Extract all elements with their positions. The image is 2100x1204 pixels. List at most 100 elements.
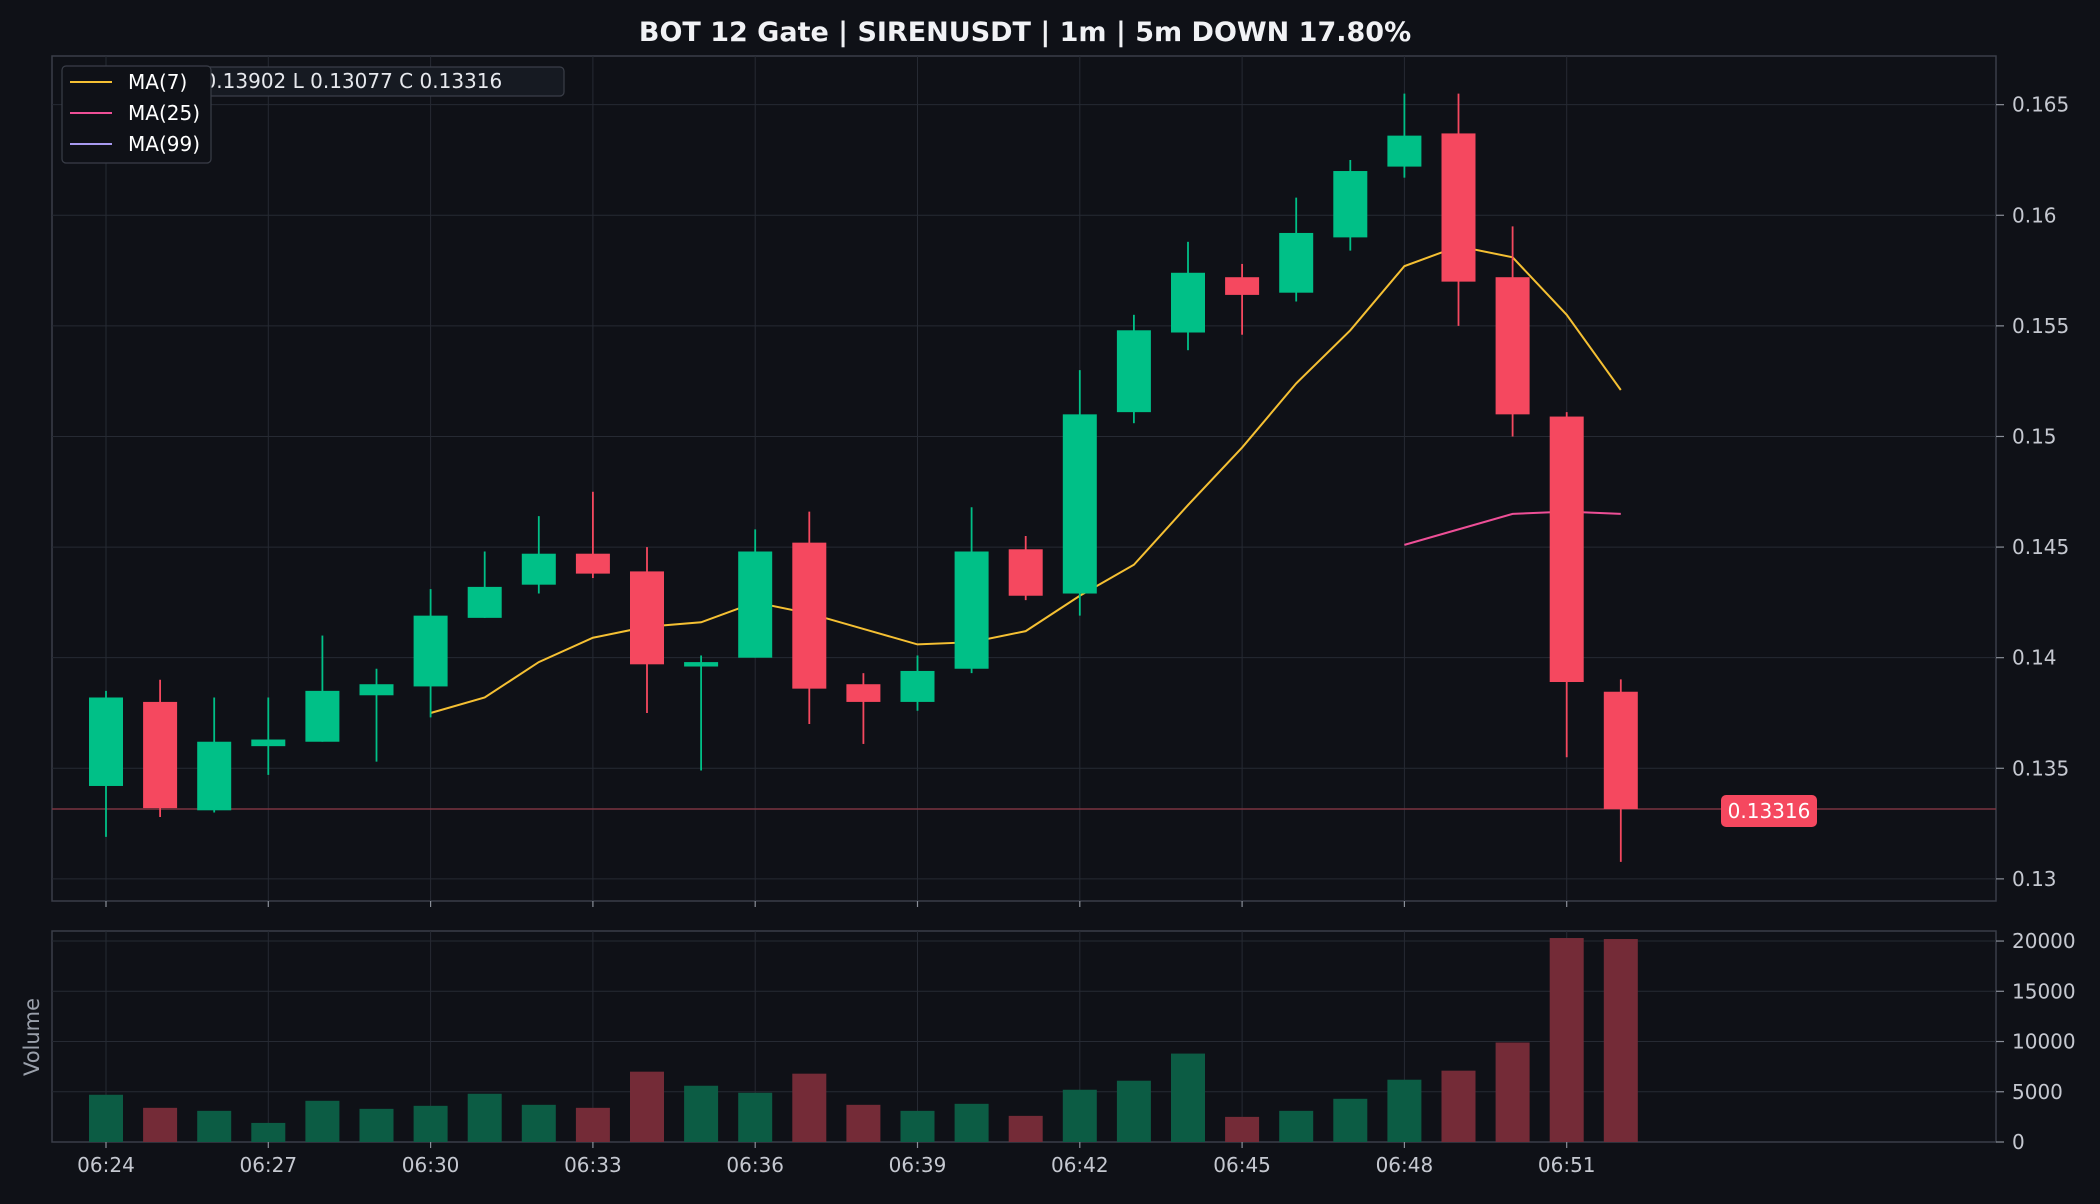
candle-body — [305, 690, 340, 742]
candle — [359, 668, 394, 762]
volume-bar — [1116, 1080, 1151, 1142]
candle-body — [1116, 330, 1151, 413]
candle-body — [684, 662, 719, 667]
volume-bar — [1062, 1089, 1097, 1142]
price-y-tick-label: 0.14 — [2012, 646, 2057, 670]
volume-bar — [1333, 1098, 1368, 1142]
candle-body — [1171, 272, 1205, 333]
volume-grid — [52, 931, 1996, 1142]
volume-y-axis: 0 5000 10000 15000 20000 — [1996, 929, 2076, 1154]
candlestick-series — [89, 93, 1638, 862]
candle — [1441, 93, 1476, 326]
candle — [1387, 93, 1422, 178]
volume-bar — [359, 1108, 394, 1142]
volume-bar — [1008, 1115, 1043, 1142]
candle — [143, 679, 178, 817]
volume-y-tick-label: 5000 — [2012, 1080, 2063, 1104]
price-y-tick-label: 0.13 — [2012, 867, 2057, 891]
candle — [413, 589, 448, 718]
candle — [1549, 412, 1584, 758]
volume-bar — [197, 1110, 232, 1142]
volume-bar — [1603, 939, 1638, 1142]
candle — [846, 673, 881, 744]
candle — [1603, 679, 1638, 862]
candle — [1495, 226, 1530, 437]
candle-body — [1387, 135, 1422, 167]
x-tick-label: 06:51 — [1538, 1153, 1596, 1177]
x-tick-label: 06:45 — [1213, 1153, 1271, 1177]
candle — [197, 697, 232, 813]
last-price-label: 0.13316 — [1728, 799, 1811, 823]
candle — [954, 507, 989, 674]
volume-bar — [684, 1085, 719, 1142]
x-tick-label: 06:27 — [239, 1153, 297, 1177]
candle-body — [1279, 232, 1314, 293]
price-y-tick-label: 0.15 — [2012, 424, 2057, 448]
x-tick-label: 06:36 — [726, 1153, 784, 1177]
volume-bar — [1441, 1070, 1476, 1142]
candle-body — [1008, 549, 1043, 596]
candle-body — [1333, 171, 1368, 238]
moving-average-lines — [430, 245, 1622, 714]
volume-y-tick-label: 10000 — [2012, 1030, 2076, 1054]
volume-bar — [521, 1104, 556, 1142]
ma-line-ma25 — [1404, 510, 1621, 546]
price-y-axis: 0.13 0.135 0.14 0.145 0.15 0.155 0.16 0.165 — [1996, 93, 2069, 891]
last-price-tag: 0.13316 — [1721, 795, 1817, 827]
last-price-box — [1721, 795, 1817, 827]
candle-body — [738, 551, 773, 658]
volume-panel — [51, 930, 1997, 1143]
price-y-tick-label: 0.155 — [2012, 314, 2069, 338]
volume-bar — [900, 1110, 935, 1142]
legend: MA(7) MA(25) MA(99) — [61, 65, 212, 164]
candle-body — [413, 615, 448, 687]
volume-bar — [1549, 938, 1584, 1142]
volume-bar — [89, 1094, 123, 1142]
volume-bar — [1279, 1110, 1314, 1142]
candle-body — [521, 553, 556, 585]
volume-bar — [954, 1103, 989, 1142]
volume-bar — [305, 1100, 340, 1142]
candle — [467, 551, 502, 618]
candle — [630, 547, 664, 713]
candle-body — [1062, 414, 1097, 594]
x-tick-label: 06:33 — [564, 1153, 622, 1177]
candle-body — [575, 553, 610, 574]
candle-body — [954, 551, 989, 669]
volume-y-tick-label: 20000 — [2012, 929, 2076, 953]
legend-label-ma7: MA(7) — [128, 70, 187, 94]
candle-body — [143, 701, 178, 809]
candle — [575, 491, 610, 579]
candle-body — [630, 571, 664, 665]
candle — [1279, 197, 1314, 302]
volume-bar — [1387, 1079, 1422, 1142]
x-tick-label: 06:24 — [77, 1153, 135, 1177]
candle — [1171, 241, 1205, 351]
volume-bar — [1225, 1116, 1260, 1142]
volume-bar — [630, 1071, 664, 1142]
ma-line-ma7 — [430, 245, 1622, 714]
candle-body — [89, 697, 123, 786]
candle-body — [900, 670, 935, 702]
candle — [1116, 314, 1151, 424]
volume-bar — [467, 1093, 502, 1142]
price-y-tick-label: 0.145 — [2012, 535, 2069, 559]
x-tick-label: 06:42 — [1051, 1153, 1109, 1177]
candle-body — [1225, 277, 1260, 295]
candle — [251, 697, 286, 775]
time-x-axis: 06:24 06:27 06:30 06:33 06:36 06:39 06:42 06:45… — [77, 901, 1596, 1177]
x-tick-label: 06:48 — [1376, 1153, 1434, 1177]
candle — [684, 655, 719, 771]
candle — [1333, 159, 1368, 251]
candle-body — [197, 741, 232, 811]
volume-bar — [1171, 1053, 1205, 1142]
candle — [89, 690, 123, 837]
price-y-tick-label: 0.135 — [2012, 756, 2069, 780]
candle — [521, 516, 556, 594]
volume-bar — [792, 1073, 827, 1142]
candle-body — [1549, 416, 1584, 683]
volume-bar — [413, 1105, 448, 1142]
candle — [305, 635, 340, 742]
candle-body — [1441, 133, 1476, 282]
